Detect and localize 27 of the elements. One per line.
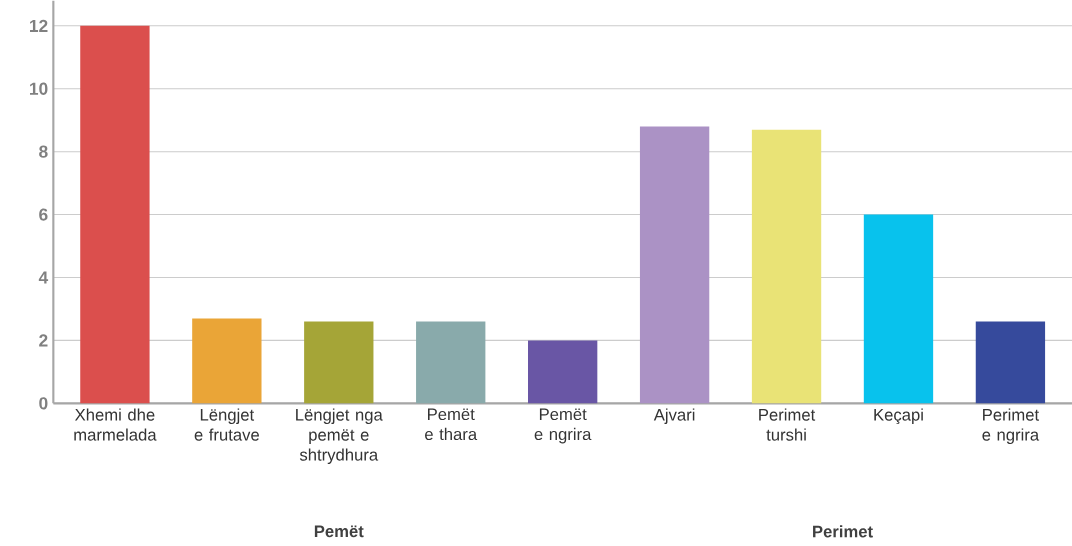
bar — [192, 318, 262, 404]
x-tick-label: Lëngjet nga pemët e shtrydhura — [296, 408, 383, 464]
y-tick-label: 12 — [30, 19, 48, 32]
x-tick-label: Pemët e thara — [425, 408, 478, 441]
bar — [416, 321, 486, 404]
bar — [751, 129, 822, 404]
y-tick-label: 8 — [39, 145, 48, 158]
bar — [80, 25, 150, 404]
bar — [975, 321, 1046, 404]
text: Pemët — [314, 525, 364, 538]
x-tick-label: Pemët e ngrira — [534, 408, 592, 444]
y-tick-label: 0 — [39, 397, 48, 410]
bar — [639, 126, 710, 404]
bar — [863, 214, 934, 404]
x-tick-label: Perimet e ngrira — [982, 408, 1040, 444]
bar — [528, 340, 598, 404]
x-tick-label: Perimet turshi — [759, 408, 816, 441]
bar — [304, 321, 374, 404]
text: Perimet — [813, 525, 873, 538]
x-tick-label: Ajvari — [653, 408, 695, 424]
x-tick-label: Keçapi — [874, 408, 923, 425]
x-tick-label: Lëngjet e frutave — [194, 408, 259, 441]
y-tick-label: 10 — [30, 82, 48, 95]
y-tick-label: 4 — [38, 271, 49, 284]
x-tick-label: Xhemi dhe marmelada — [74, 408, 157, 441]
y-tick-label: 2 — [39, 334, 48, 347]
y-tick-label: 6 — [39, 208, 48, 221]
